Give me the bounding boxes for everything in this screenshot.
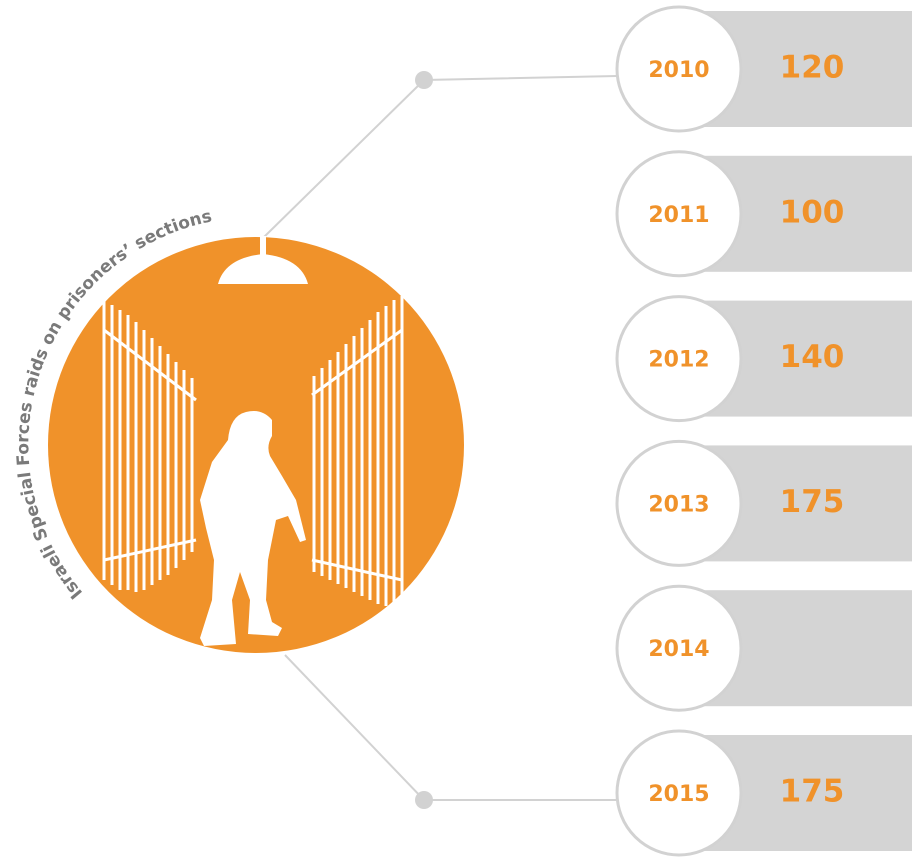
year-row: 2015 175 bbox=[617, 731, 912, 855]
year-value: 120 bbox=[780, 50, 845, 86]
year-label: 2014 bbox=[648, 637, 709, 662]
year-label: 2011 bbox=[648, 203, 709, 228]
year-label: 2012 bbox=[648, 348, 709, 373]
year-row: 2013 175 bbox=[617, 441, 912, 565]
connector-dot bbox=[415, 791, 433, 809]
year-list: 2010 120 2011 100 2012 140 2013 175 2014 2015 175 bbox=[617, 7, 912, 855]
connector-dot bbox=[415, 71, 433, 89]
year-label: 2010 bbox=[648, 58, 709, 83]
year-row: 2012 140 bbox=[617, 297, 912, 421]
year-value: 175 bbox=[780, 484, 845, 520]
year-row: 2011 100 bbox=[617, 152, 912, 276]
year-label: 2015 bbox=[648, 782, 709, 807]
year-value: 140 bbox=[780, 339, 845, 375]
year-row: 2014 bbox=[617, 586, 912, 710]
year-value: 175 bbox=[780, 774, 845, 810]
illustration bbox=[48, 236, 464, 653]
year-row: 2010 120 bbox=[617, 7, 912, 131]
year-label: 2013 bbox=[648, 492, 709, 517]
infographic: Israeli Special Forces raids on prisoner… bbox=[0, 0, 912, 858]
year-value: 100 bbox=[780, 194, 845, 230]
